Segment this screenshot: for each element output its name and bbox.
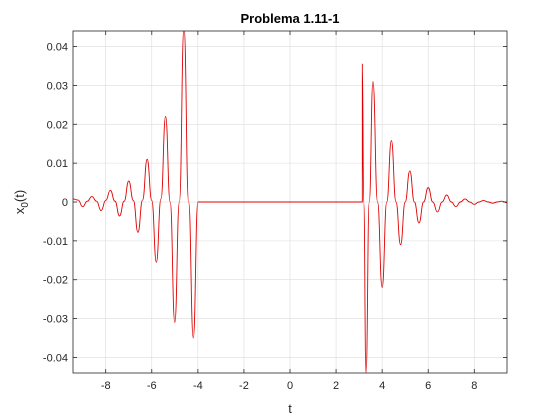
y-axis-label-main: x	[12, 207, 27, 214]
x-tick-label: 4	[379, 380, 385, 392]
y-tick-label: 0.01	[47, 158, 68, 170]
y-axis-label: x0(t)	[12, 190, 31, 214]
x-tick-labels: -8 -6 -4 -2 0 2 4 6 8	[101, 380, 478, 392]
x-tick-label: -4	[193, 380, 203, 392]
grid-lines	[73, 31, 507, 373]
x-tick-label: 0	[287, 380, 293, 392]
y-tick-labels: -0.04 -0.03 -0.02 -0.01 0 0.01 0.02 0.03 0.04	[43, 42, 68, 365]
y-tick-label: 0	[62, 197, 68, 209]
plot-area	[72, 30, 508, 374]
x-tick-label: 2	[333, 380, 339, 392]
y-tick-label: -0.03	[43, 314, 68, 326]
x-tick-label: -8	[101, 380, 111, 392]
x-tick-label: 6	[425, 380, 431, 392]
x-tick-label: -2	[239, 380, 249, 392]
y-tick-label: -0.02	[43, 275, 68, 287]
x-tick-label: 8	[471, 380, 477, 392]
y-tick-label: -0.04	[43, 352, 68, 364]
y-tick-label: -0.01	[43, 236, 68, 248]
y-tick-label: 0.02	[47, 119, 68, 131]
chart-title: Problema 1.11-1	[241, 11, 340, 26]
y-tick-label: 0.04	[47, 42, 68, 54]
y-axis-label-tail: (t)	[12, 190, 27, 202]
y-tick-label: 0.03	[47, 80, 68, 92]
y-axis-label-subscript: 0	[20, 202, 31, 208]
series-line	[73, 31, 507, 373]
series-layer	[73, 31, 507, 373]
x-tick-label: -6	[147, 380, 157, 392]
x-axis-label: t	[288, 401, 292, 416]
tick-marks	[73, 31, 507, 373]
